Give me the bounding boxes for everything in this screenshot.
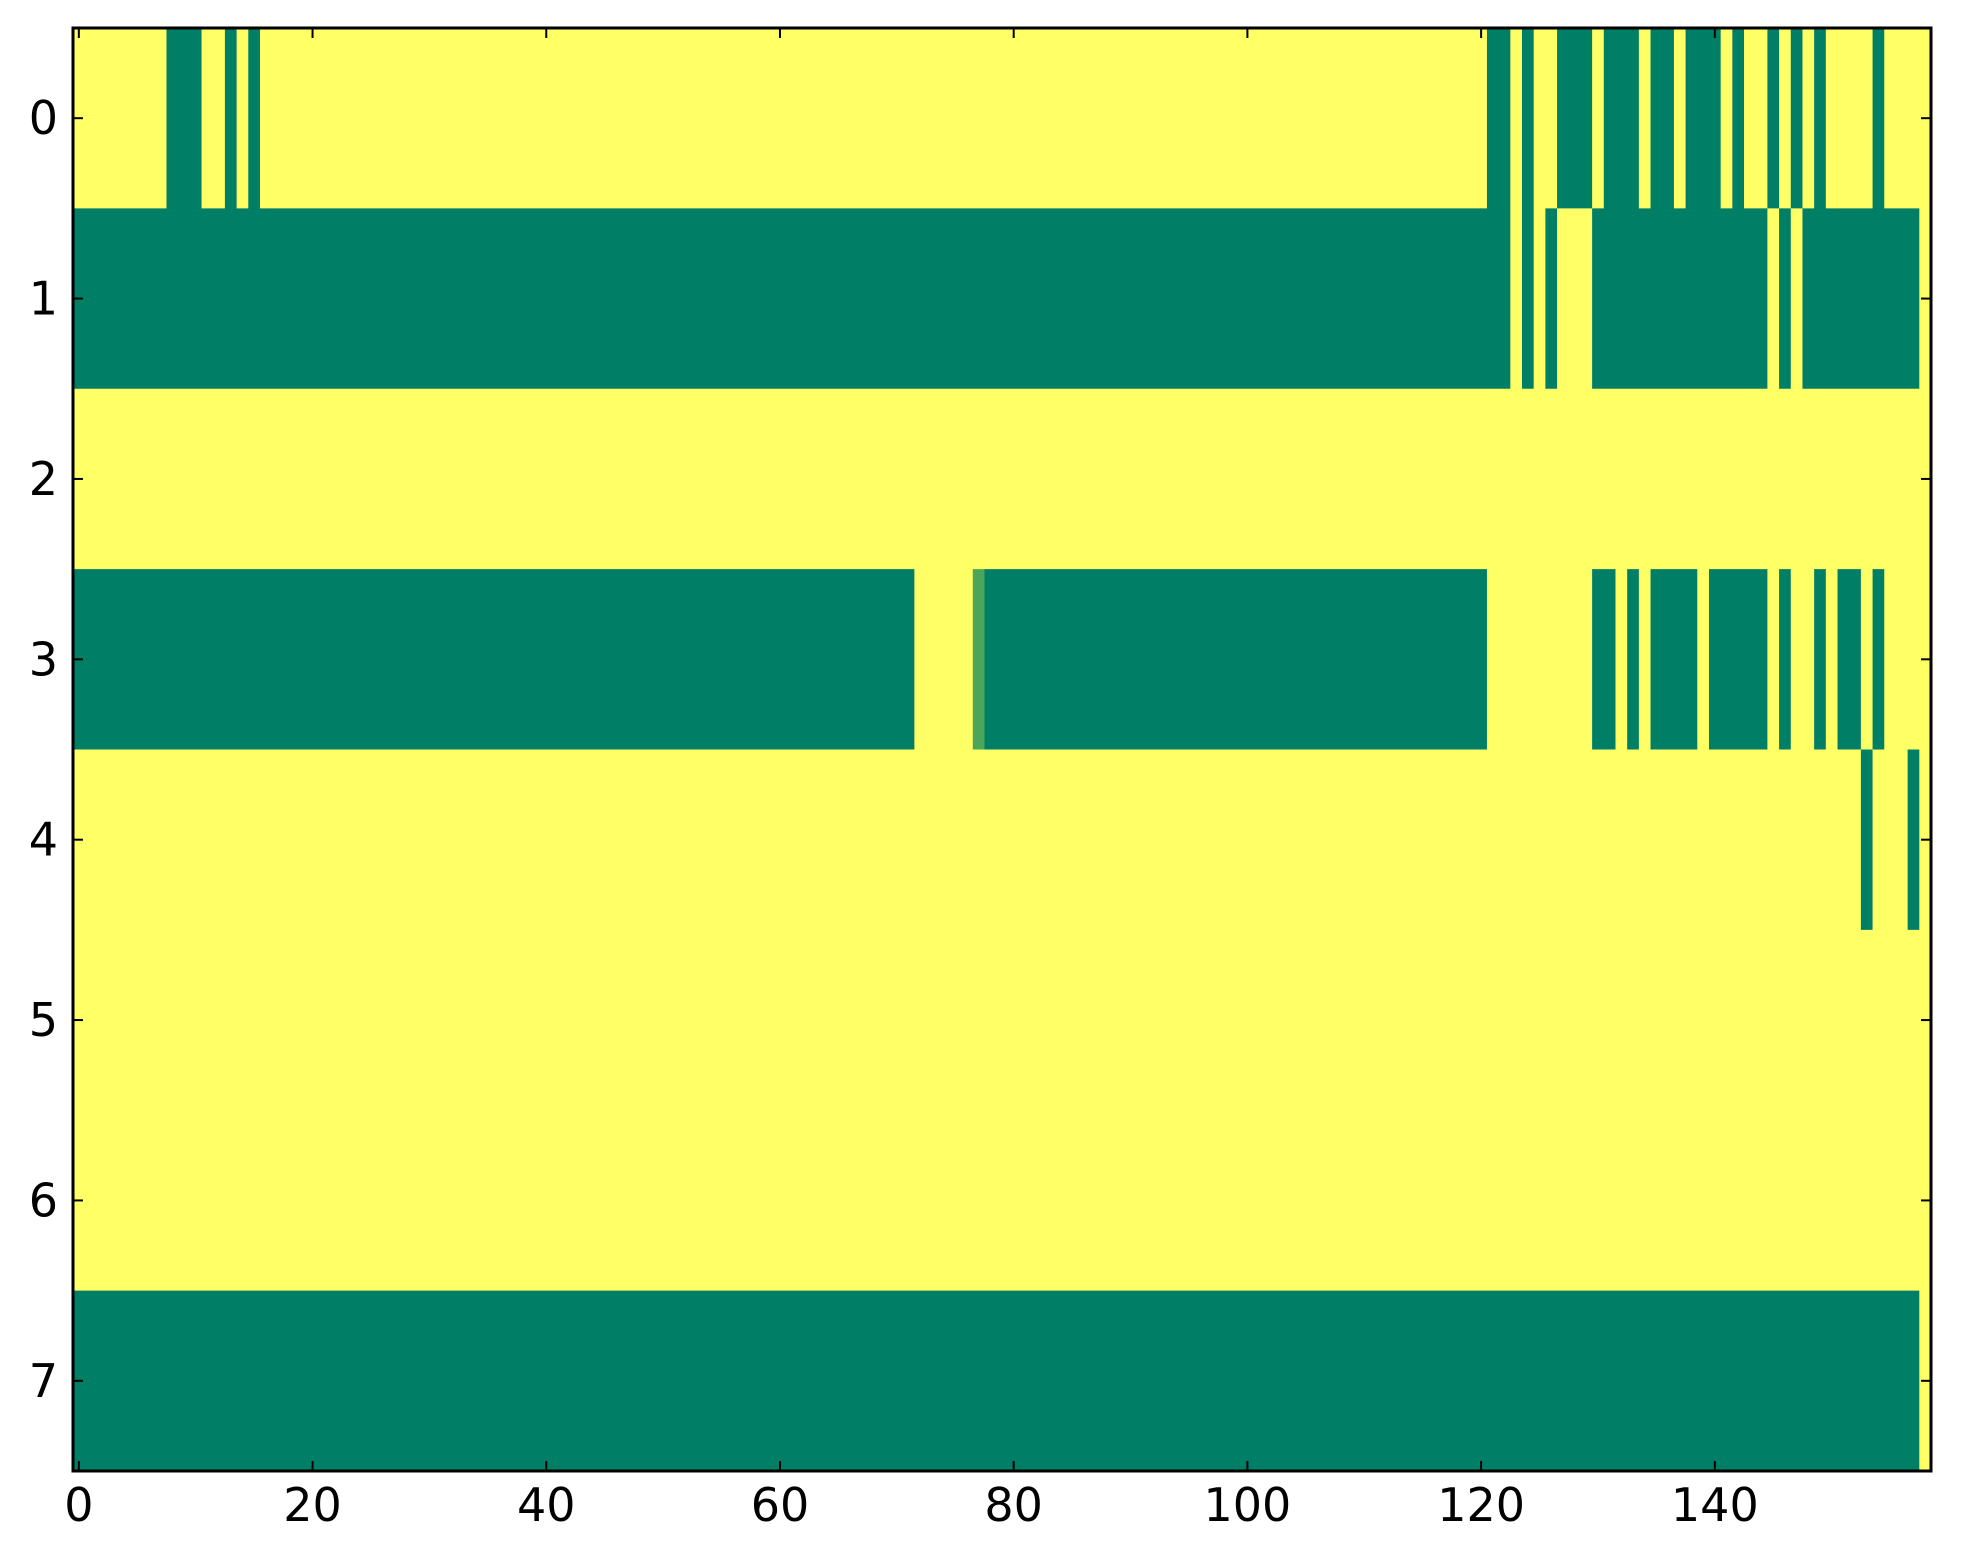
- heatmap-cell: [1650, 569, 1698, 751]
- x-tick-label: 60: [751, 1478, 810, 1532]
- heatmap-cell: [236, 28, 249, 209]
- heatmap-cell: [1732, 28, 1745, 209]
- heatmap-cell: [1592, 208, 1769, 390]
- heatmap-cell: [1522, 208, 1535, 390]
- x-tick-label: 0: [64, 1478, 93, 1532]
- heatmap-cell: [1720, 28, 1733, 209]
- heatmap-cell: [1697, 569, 1710, 751]
- heatmap-cell: [1557, 208, 1593, 390]
- heatmap-cell: [1533, 208, 1546, 390]
- y-tick-label: 0: [29, 91, 58, 145]
- heatmap-cell: [1592, 569, 1617, 751]
- heatmap-cell: [1510, 208, 1523, 390]
- heatmap-cell: [73, 28, 168, 209]
- heatmap-cell: [1638, 28, 1652, 209]
- heatmap-cell: [972, 569, 986, 751]
- heatmap-cell: [1592, 28, 1605, 209]
- heatmap-cell: [1510, 28, 1523, 209]
- heatmap-cell: [1825, 28, 1874, 209]
- heatmap-cell: [1860, 569, 1874, 751]
- heatmap-cell: [1860, 749, 1874, 931]
- heatmap-cell: [1872, 749, 1909, 931]
- heatmap-cell: [1615, 569, 1628, 751]
- heatmap-cell: [73, 208, 1511, 390]
- heatmap-cell: [1837, 569, 1862, 751]
- heatmap-cell: [1767, 208, 1780, 390]
- heatmap-cells: [73, 28, 1932, 1472]
- heatmap-cell: [1814, 569, 1827, 751]
- heatmap-cell: [1790, 208, 1804, 390]
- heatmap-cell: [73, 1290, 1920, 1472]
- heatmap-cell: [1685, 28, 1722, 209]
- x-tick-label: 100: [1203, 1478, 1291, 1532]
- heatmap-cell: [1486, 28, 1511, 209]
- heatmap-cell: [166, 28, 203, 209]
- heatmap-cell: [73, 569, 915, 751]
- heatmap-cell: [1603, 28, 1640, 209]
- heatmap-cell: [1545, 208, 1558, 390]
- heatmap-cell: [73, 388, 1932, 570]
- heatmap-cell: [1627, 569, 1640, 751]
- y-tick-label: 3: [29, 632, 58, 686]
- axis-ticks: [73, 28, 1931, 1471]
- y-tick-labels: 0 1 2 3 4 5 6 7: [29, 91, 58, 1408]
- heatmap-cell: [1767, 28, 1780, 209]
- heatmap-cell: [1638, 569, 1652, 751]
- y-tick-label: 6: [29, 1173, 58, 1227]
- plot-frame: [71, 26, 1933, 1473]
- x-tick-label: 20: [283, 1478, 342, 1532]
- heatmap-cell: [1650, 28, 1675, 209]
- heatmap-cell: [1907, 749, 1920, 931]
- heatmap-cell: [1814, 28, 1827, 209]
- heatmap-cell: [1486, 569, 1593, 751]
- heatmap-cell: [73, 749, 1862, 931]
- heatmap-cell: [1872, 28, 1885, 209]
- heatmap-cell: [1533, 28, 1558, 209]
- heatmap-cell: [1825, 569, 1839, 751]
- y-tick-label: 2: [29, 452, 58, 506]
- heatmap-cell: [73, 929, 1932, 1111]
- heatmap-cell: [1872, 569, 1885, 751]
- heatmap-cell: [1802, 28, 1815, 209]
- y-tick-label: 1: [29, 272, 58, 326]
- heatmap-cell: [1802, 208, 1920, 390]
- x-tick-label: 120: [1437, 1478, 1525, 1532]
- x-tick-labels: 0 20 40 60 80 100 120 140: [64, 1478, 1759, 1532]
- heatmap-cell: [1673, 28, 1687, 209]
- y-tick-label: 5: [29, 993, 58, 1047]
- heatmap-cell: [1790, 569, 1815, 751]
- heatmap-cell: [1557, 28, 1593, 209]
- heatmap-cell: [1779, 28, 1792, 209]
- heatmap-cell: [1779, 569, 1792, 751]
- x-tick-label: 140: [1671, 1478, 1759, 1532]
- heatmap-cell: [1767, 569, 1780, 751]
- heatmap-cell: [248, 28, 261, 209]
- y-tick-label: 7: [29, 1354, 58, 1408]
- heatmap-cell: [914, 569, 974, 751]
- heatmap-cell: [224, 28, 238, 209]
- heatmap-cell: [1522, 28, 1535, 209]
- heatmap-cell: [201, 28, 226, 209]
- heatmap-cell: [1744, 28, 1769, 209]
- heatmap-cell: [1779, 208, 1792, 390]
- x-tick-label: 40: [517, 1478, 576, 1532]
- heatmap-cell: [73, 1110, 1932, 1292]
- x-tick-label: 80: [984, 1478, 1043, 1532]
- y-tick-label: 4: [29, 813, 58, 867]
- heatmap-cell: [984, 569, 1488, 751]
- heatmap-cell: [1708, 569, 1769, 751]
- heatmap-cell: [1790, 28, 1804, 209]
- heatmap-cell: [259, 28, 1488, 209]
